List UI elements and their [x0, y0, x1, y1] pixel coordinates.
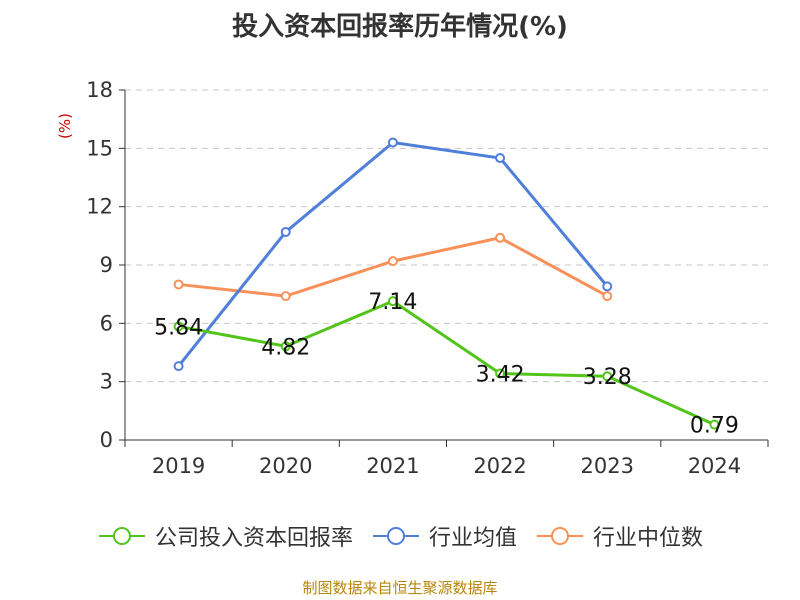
- data-point-0: [602, 371, 613, 382]
- legend: 公司投入资本回报率 行业均值 行业中位数: [0, 520, 800, 552]
- x-tick-label: 2023: [581, 454, 634, 478]
- data-point-0: [495, 368, 506, 379]
- data-label: 3.28: [583, 365, 632, 390]
- data-point-1: [173, 361, 184, 372]
- x-tick-label: 2019: [152, 454, 205, 478]
- legend-item-industry-median[interactable]: 行业中位数: [535, 520, 703, 552]
- data-point-2: [280, 291, 291, 302]
- data-label: 3.42: [476, 363, 525, 388]
- data-label: 4.82: [261, 335, 310, 360]
- series-line-0: [178, 299, 716, 427]
- data-point-0: [280, 341, 291, 352]
- legend-item-industry-mean[interactable]: 行业均值: [371, 520, 517, 552]
- x-tick-label: 2024: [688, 454, 741, 478]
- legend-swatch-mean-icon: [372, 527, 419, 545]
- y-tick-label: 0: [100, 428, 113, 452]
- series-line-1: [177, 141, 609, 368]
- data-point-2: [173, 279, 184, 290]
- data-point-0: [709, 419, 720, 430]
- data-label: 7.14: [368, 290, 417, 315]
- y-tick-label: 6: [100, 311, 113, 335]
- series-lines: [173, 137, 720, 430]
- legend-swatch-company-icon: [98, 527, 145, 545]
- legend-label-industry-median: 行业中位数: [593, 526, 704, 551]
- data-point-2: [495, 232, 506, 243]
- data-point-1: [495, 153, 506, 164]
- legend-item-company[interactable]: 公司投入资本回报率: [97, 520, 353, 552]
- data-point-0: [387, 296, 398, 307]
- y-axis-label: (%): [56, 113, 74, 139]
- x-tick-label: 2020: [259, 454, 312, 478]
- legend-swatch-median-icon: [537, 527, 583, 545]
- y-tick-label: 9: [100, 253, 113, 277]
- legend-label-company: 公司投入资本回报率: [154, 526, 353, 551]
- data-label: 5.84: [154, 315, 203, 340]
- data-label: 0.79: [690, 414, 739, 439]
- x-tick-label: 2022: [473, 454, 526, 478]
- data-point-0: [173, 321, 184, 332]
- data-point-1: [280, 226, 291, 237]
- data-labels: 5.84 4.82 7.14 3.42 3.28 0.79: [154, 290, 739, 438]
- data-point-1: [387, 137, 398, 148]
- y-tick-label: 12: [86, 195, 113, 219]
- source-note: 制图数据来自恒生聚源数据库: [302, 579, 498, 597]
- data-point-2: [387, 256, 398, 267]
- y-tick-label: 3: [100, 370, 113, 394]
- x-tick-label: 2021: [366, 454, 419, 478]
- legend-label-industry-mean: 行业均值: [428, 526, 517, 551]
- data-point-1: [602, 281, 613, 292]
- data-point-2: [602, 291, 613, 302]
- y-tick-label: 15: [86, 136, 113, 160]
- y-tick-label: 18: [86, 78, 113, 102]
- grid-lines: [125, 89, 768, 383]
- chart-title: 投入资本回报率历年情况(%): [232, 12, 568, 42]
- axes: 0 3 6 9 12 15 18 2019 2020 2021 2022 2023 2024 (%): [56, 78, 769, 478]
